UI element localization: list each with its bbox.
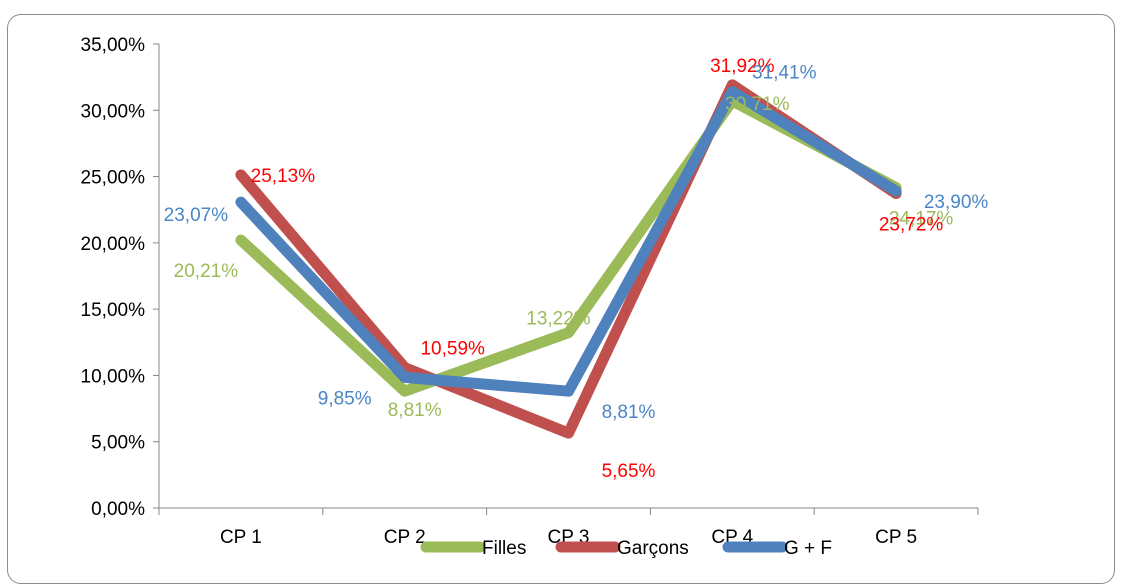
- y-tick-label: 5,00%: [91, 433, 145, 454]
- x-tick-label: CP 5: [875, 527, 917, 548]
- x-tick-label: CP 1: [220, 527, 262, 548]
- line-chart: 0,00% 5,00% 10,00% 15,00% 20,00% 25,00% 30,00%…: [81, 35, 989, 559]
- data-label: 30,71%: [725, 94, 790, 115]
- legend-label: Filles: [482, 538, 526, 559]
- legend-label: Garçons: [617, 538, 689, 559]
- data-label: 31,41%: [752, 63, 817, 84]
- y-tick-label: 30,00%: [81, 101, 146, 122]
- data-label: 5,65%: [602, 461, 656, 482]
- data-label: 10,59%: [420, 339, 485, 360]
- data-label: 23,72%: [879, 215, 944, 236]
- series-layer: [235, 79, 902, 439]
- legend: Filles Garçons G + F: [420, 538, 832, 559]
- y-tick-label: 25,00%: [81, 168, 146, 189]
- data-label: 8,81%: [602, 402, 656, 423]
- axes: 0,00% 5,00% 10,00% 15,00% 20,00% 25,00% 30,00%…: [81, 35, 979, 548]
- data-label: 20,21%: [174, 261, 239, 282]
- x-tick-label: CP 2: [384, 527, 426, 548]
- y-tick-label: 15,00%: [81, 300, 146, 321]
- data-label: 8,81%: [388, 400, 442, 421]
- data-label: 23,07%: [164, 205, 229, 226]
- chart-frame: [7, 14, 1115, 584]
- data-labels: 20,21% 8,81% 13,22% 30,71% 24,17% 25,13% 10,59…: [164, 56, 989, 482]
- data-label: 9,85%: [318, 388, 372, 409]
- series-line-filles: [235, 95, 902, 397]
- y-tick-label: 10,00%: [81, 366, 146, 387]
- series-line-g-f: [235, 86, 902, 397]
- y-tick-label: 35,00%: [81, 35, 146, 56]
- data-label: 13,22%: [526, 309, 591, 330]
- y-tick-label: 0,00%: [91, 499, 145, 520]
- data-label: 24,17%: [889, 209, 954, 230]
- y-tick-label: 20,00%: [81, 234, 146, 255]
- legend-label: G + F: [784, 538, 832, 559]
- data-label: 25,13%: [251, 166, 316, 187]
- data-label: 31,92%: [710, 56, 775, 77]
- data-label: 23,90%: [924, 192, 989, 213]
